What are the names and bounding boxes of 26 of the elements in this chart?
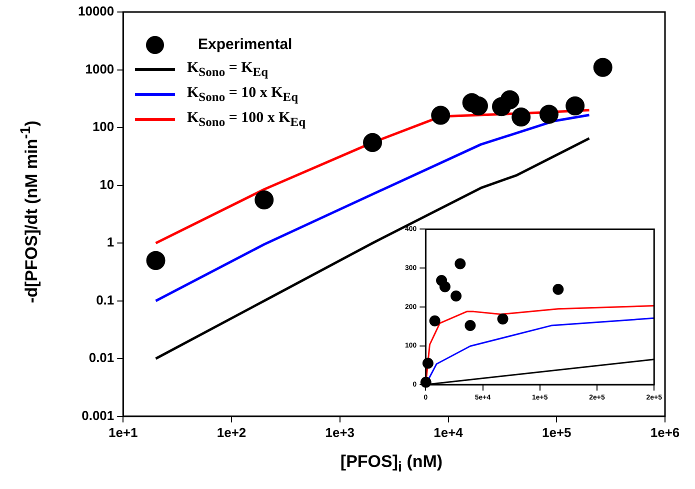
point bbox=[464, 320, 476, 332]
legend-label: K$_{Sono}$ = 100 x K$_{Eq}$ bbox=[187, 110, 306, 130]
x-tick-label: 1e+2 bbox=[216, 424, 246, 440]
point bbox=[450, 290, 462, 302]
y-tick-label: 1 bbox=[106, 234, 114, 250]
x-tick-label: 1e+3 bbox=[325, 424, 355, 440]
x-tick-label: 1e+5 bbox=[542, 424, 572, 440]
y-tick-label: 1000 bbox=[85, 61, 114, 76]
x-tick-label: 1e+6 bbox=[650, 424, 680, 440]
y-tick-label: 10 bbox=[100, 176, 114, 192]
legend-label: K$_{Sono}$ = 10 x K$_{Eq}$ bbox=[187, 84, 298, 104]
y-tick-label: 10000 bbox=[78, 4, 114, 19]
y-tick-label: 0.001 bbox=[82, 408, 114, 423]
point bbox=[439, 281, 450, 292]
x-tick-label: 1e+4 bbox=[434, 424, 464, 440]
y-tick-label: 0.1 bbox=[96, 292, 114, 308]
legend-label: K$_{Sono}$ = K$_{Eq}$ bbox=[187, 60, 268, 80]
legend-label: Experimental bbox=[198, 36, 292, 53]
point bbox=[497, 313, 508, 324]
point bbox=[454, 258, 466, 270]
y-tick-label: 100 bbox=[92, 119, 114, 134]
x-axis-title: [PFOS]$_{i}$ (nM) bbox=[339, 452, 444, 476]
point bbox=[429, 315, 440, 326]
point bbox=[552, 284, 564, 295]
x-tick-label: 1e+1 bbox=[108, 424, 138, 440]
y-tick-label: 0.01 bbox=[88, 350, 114, 366]
